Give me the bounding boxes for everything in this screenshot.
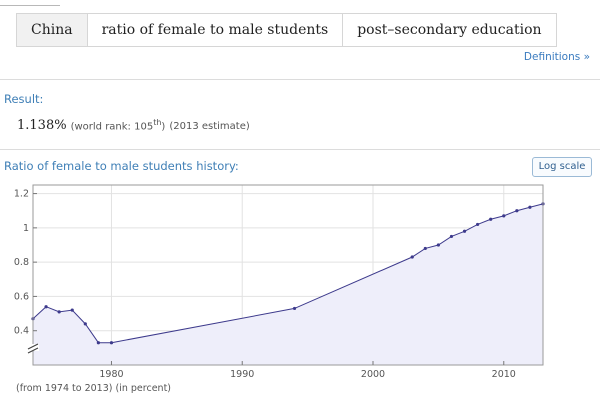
section-divider [0,149,600,150]
y-tick-label: 0.6 [14,291,29,302]
footnote-unit: (in percent) [115,383,171,394]
data-point [436,243,440,247]
data-point [292,306,297,311]
chart-footnote: (from 1974 to 2013) (in percent) [16,383,171,394]
x-tick-label: 2010 [492,369,516,380]
plot-frame [32,184,544,366]
x-tick-label: 1990 [230,369,254,380]
footnote-range: (from 1974 to 2013) [16,383,113,394]
x-tick-label: 1980 [99,369,123,380]
data-point [423,246,427,251]
data-point [70,308,74,312]
axis-break-mark [27,347,39,354]
data-point [515,209,519,213]
data-point [44,305,48,309]
x-tick-label: 2000 [361,369,385,380]
world-rank-close: ) [161,121,166,133]
data-point [109,341,114,345]
data-point [462,229,467,233]
data-point [449,234,454,239]
query-interpretation-bar: China ratio of female to male students p… [16,13,557,47]
y-tick-label: 1 [23,223,29,234]
data-point [83,322,87,326]
query-qualifier[interactable]: post–secondary education [357,22,542,38]
estimate-note: (2013 estimate) [169,121,250,133]
log-scale-button[interactable]: Log scale [532,157,592,177]
data-point [57,310,61,314]
data-point [96,341,100,345]
query-entity[interactable]: China [17,14,88,46]
data-point [476,222,480,227]
data-point [489,217,493,221]
data-point [528,205,532,209]
result-row: 1.138% (world rank: 105th) (2013 estimat… [17,118,250,133]
y-tick-label: 0.8 [14,257,29,268]
y-tick-label: 0.4 [14,326,29,337]
result-heading: Result: [4,92,44,106]
data-point [410,255,414,259]
section-divider [0,79,600,80]
history-chart: 1980 1990 2000 2010 0.4 0.6 0.8 1 1.2 [14,184,545,380]
series-area [33,203,543,365]
data-point [502,214,506,218]
y-tick-label: 1.2 [14,189,29,200]
history-heading: Ratio of female to male students history… [4,159,239,173]
world-rank-suffix: th [153,118,162,127]
query-property[interactable]: ratio of female to male students [88,14,344,46]
definitions-link[interactable]: Definitions » [523,51,590,63]
axis-break-gap [27,344,39,351]
previous-section-divider [0,0,60,6]
axis-break-mark [27,343,39,350]
world-rank: (world rank: 105th) [71,118,166,132]
world-rank-prefix: (world rank: 105 [70,121,154,133]
result-value: 1.138% [17,118,67,134]
